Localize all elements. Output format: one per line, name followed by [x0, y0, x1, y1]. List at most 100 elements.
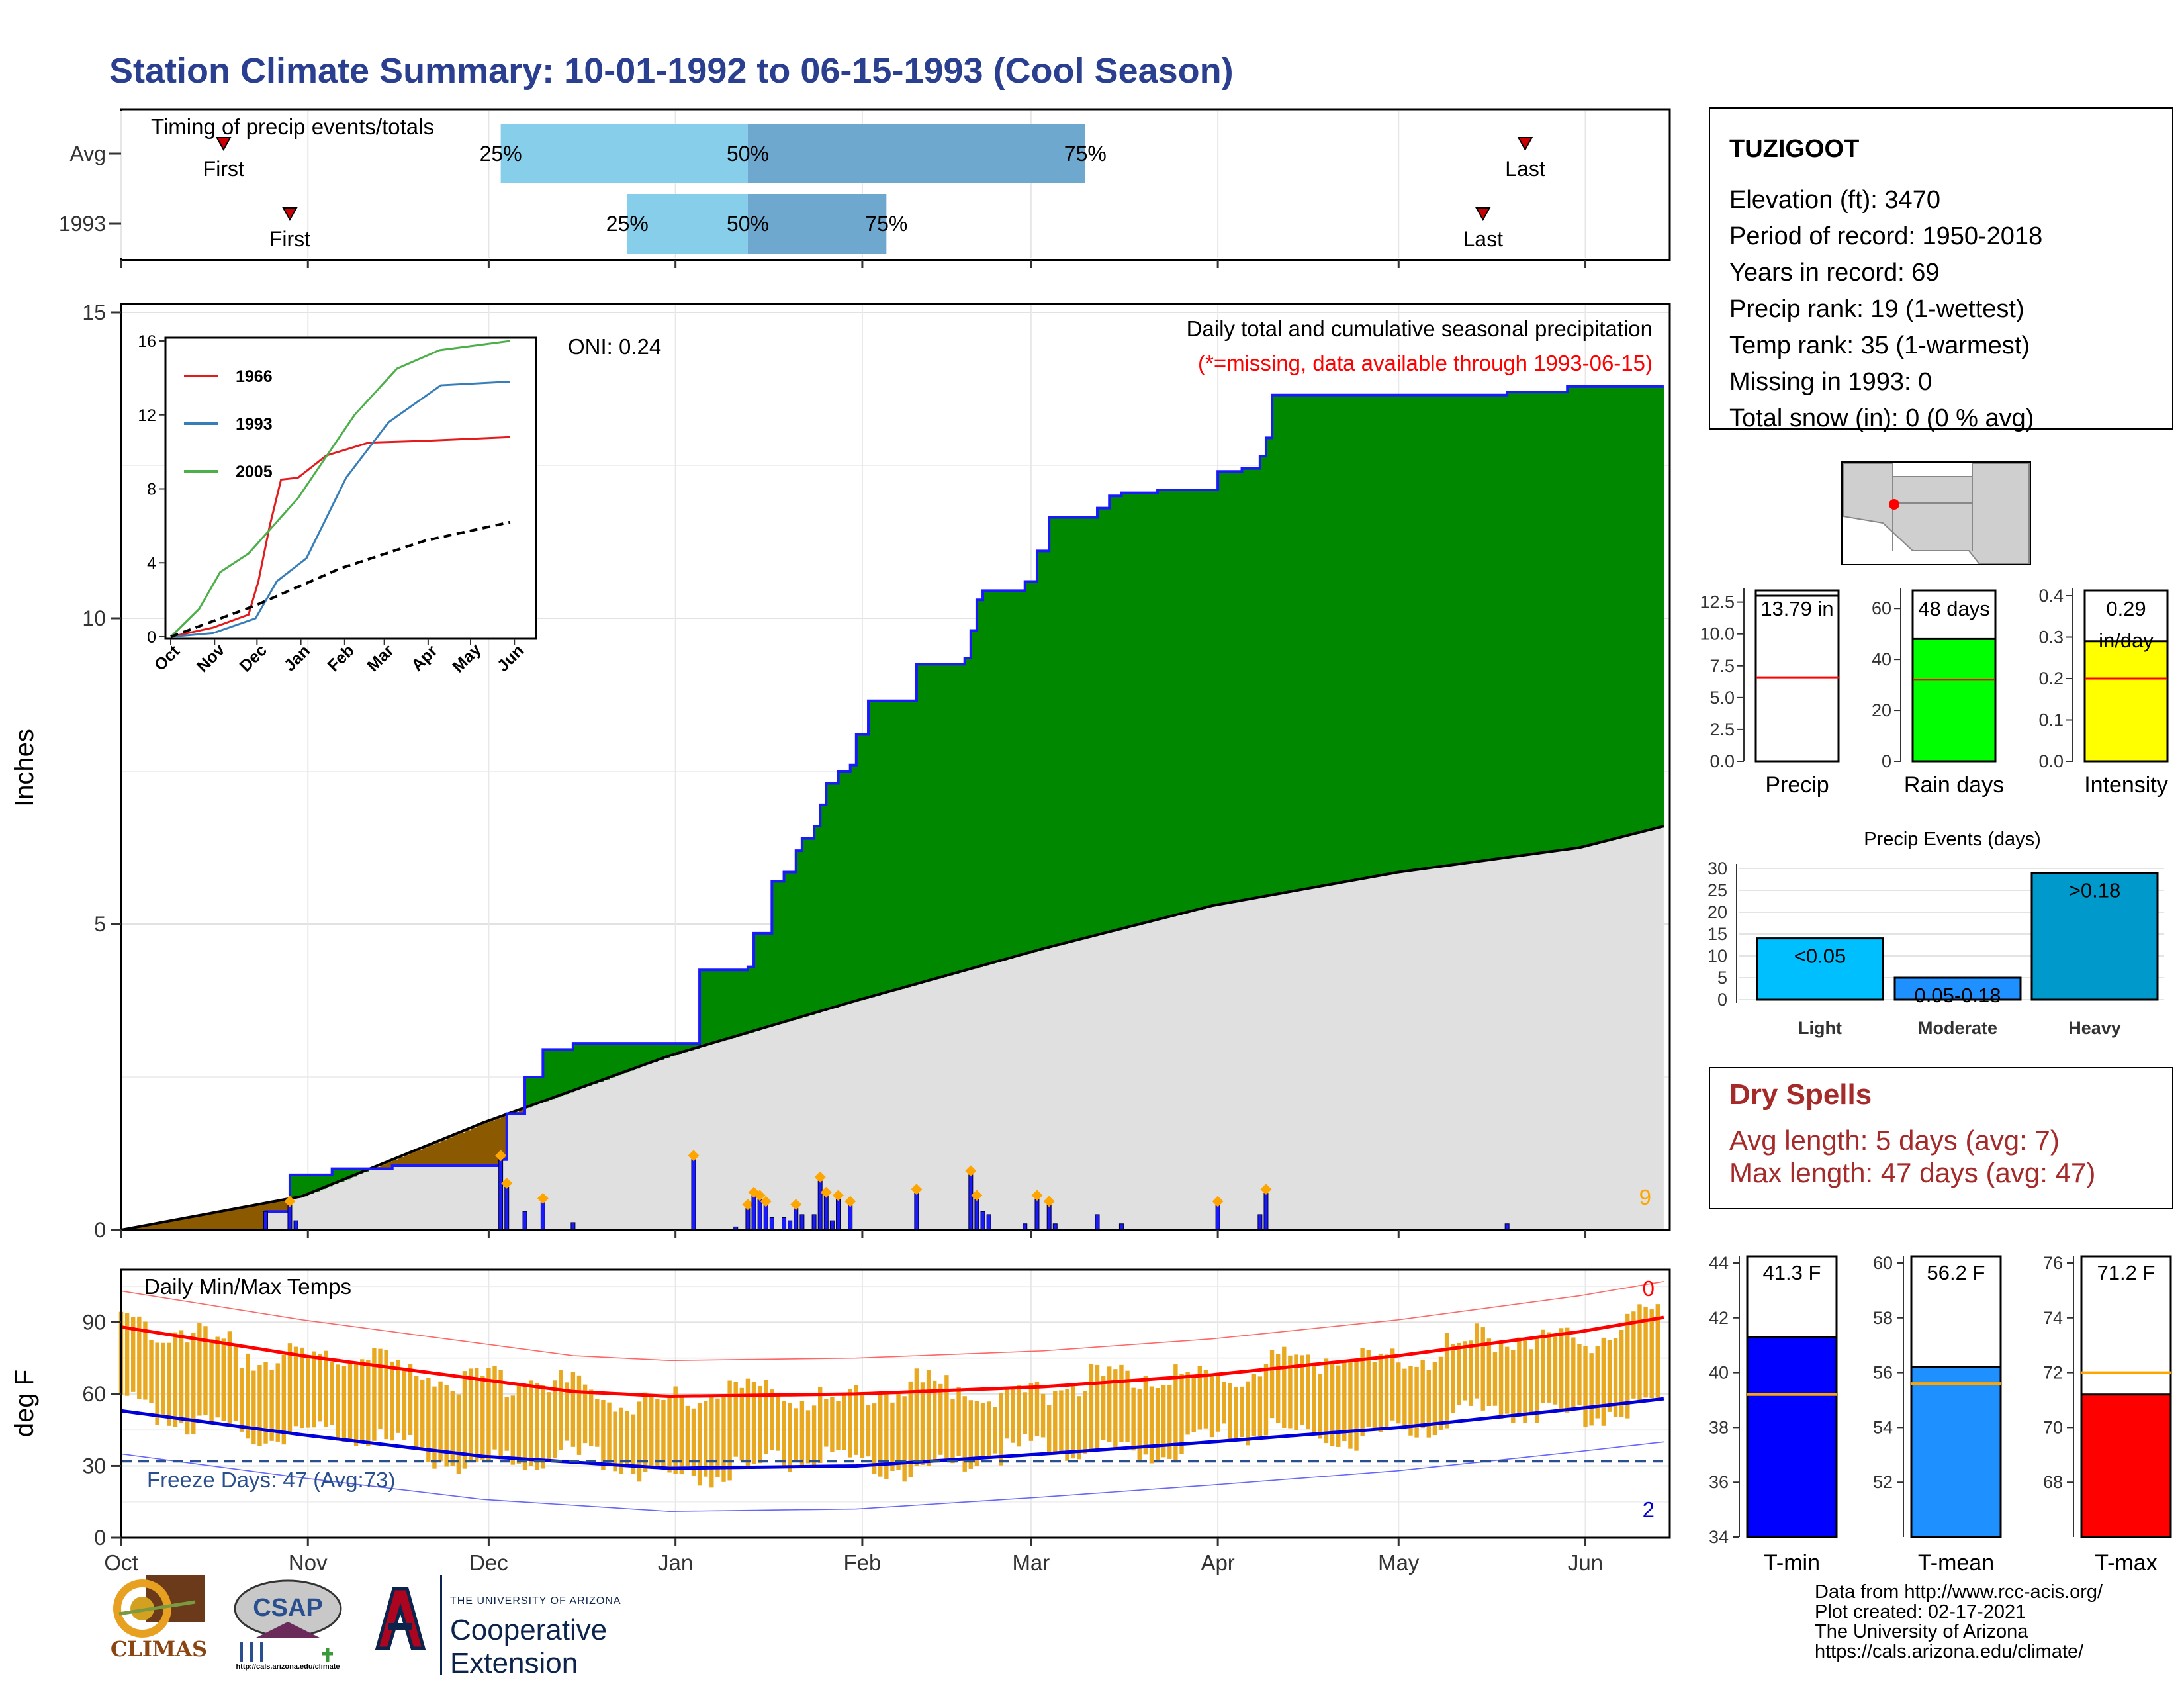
- daily-temp-bar: [727, 1380, 732, 1481]
- above-normal-area: [1465, 395, 1472, 863]
- daily-temp-bar: [1492, 1352, 1498, 1406]
- daily-temp-bar: [492, 1366, 497, 1450]
- daily-temp-bar: [830, 1397, 835, 1452]
- daily-temp-bar: [643, 1392, 648, 1472]
- daily-temp-bar: [1197, 1366, 1203, 1430]
- above-normal-area: [1525, 392, 1532, 855]
- precip-ytick-label: 0: [94, 1218, 106, 1242]
- above-normal-area: [1127, 492, 1134, 927]
- daily-precip-bar: [794, 1208, 799, 1231]
- summary-ytick-label: 0.3: [2038, 628, 2064, 647]
- below-normal-area: [471, 1127, 477, 1166]
- heavy-event-marker: [495, 1150, 507, 1162]
- above-normal-area: [1573, 386, 1580, 849]
- above-normal-area: [1350, 395, 1357, 881]
- below-normal-area: [181, 1219, 188, 1230]
- daily-temp-bar: [1360, 1348, 1365, 1436]
- above-normal-area: [356, 1168, 363, 1174]
- below-normal-area: [242, 1207, 248, 1230]
- daily-temp-bar: [1167, 1385, 1172, 1459]
- above-normal-area: [549, 1049, 556, 1100]
- below-normal-area: [392, 1159, 399, 1166]
- daily-temp-bar: [715, 1398, 720, 1477]
- above-normal-area: [1115, 496, 1122, 931]
- daily-temp-bar: [1077, 1396, 1081, 1460]
- daily-temp-bar: [1222, 1382, 1226, 1424]
- daily-temp-bar: [149, 1339, 154, 1403]
- timing-p25-label: 25%: [480, 142, 522, 165]
- above-normal-area: [790, 872, 797, 1021]
- record-min-line: [120, 1441, 1664, 1513]
- precip-frame: [120, 303, 1671, 1231]
- daily-temp-bar: [1318, 1373, 1323, 1439]
- below-normal-area: [187, 1217, 194, 1230]
- daily-temp-bar: [330, 1362, 334, 1425]
- above-normal-area: [1242, 468, 1249, 901]
- daily-temp-bar: [1028, 1383, 1034, 1441]
- summary-ytick-label: 40: [1872, 649, 1891, 669]
- daily-precip-bar: [788, 1220, 793, 1231]
- above-normal-area: [555, 1049, 562, 1097]
- climas-logo: CLIMAS: [106, 1575, 212, 1675]
- above-normal-area: [1193, 489, 1201, 911]
- daily-temp-bar: [221, 1338, 226, 1421]
- daily-temp-bar: [1101, 1376, 1106, 1440]
- timing-last-label: Last: [1463, 227, 1504, 251]
- below-normal-area: [163, 1222, 170, 1230]
- above-normal-area: [700, 970, 706, 1047]
- inset-legend-label: 1993: [236, 415, 273, 434]
- daily-temp-bar: [691, 1408, 696, 1476]
- above-normal-area: [826, 783, 833, 1009]
- above-normal-area: [838, 771, 845, 1006]
- timing-p75-label: 75%: [1064, 142, 1107, 165]
- above-normal-area: [302, 1174, 308, 1197]
- daily-precip-bar: [782, 1217, 787, 1231]
- daily-temp-bar: [414, 1376, 419, 1449]
- above-normal-area: [922, 664, 929, 982]
- daily-temp-bar: [733, 1382, 738, 1457]
- above-normal-area: [1121, 492, 1128, 929]
- above-normal-area: [603, 1043, 610, 1080]
- timing-bar-lower: [500, 124, 748, 183]
- above-normal-area: [1356, 395, 1363, 880]
- above-normal-area: [801, 838, 809, 1017]
- map-borders: [1892, 477, 1973, 551]
- above-normal-area: [976, 600, 983, 967]
- temp-bar-value: 56.2 F: [1927, 1261, 1985, 1284]
- above-normal-area: [572, 1043, 580, 1091]
- daily-temp-bar: [932, 1380, 937, 1462]
- below-normal-area: [464, 1130, 471, 1166]
- temp-bar-ytick-label: 52: [1873, 1472, 1893, 1492]
- below-normal-area: [139, 1226, 146, 1230]
- event-bar-value: >0.18: [2069, 879, 2120, 902]
- daily-precip-bar: [757, 1199, 762, 1231]
- daily-temp-bar: [570, 1372, 576, 1447]
- above-normal-area: [1320, 395, 1327, 886]
- daily-temp-bar: [438, 1381, 443, 1462]
- below-normal-area: [404, 1154, 411, 1166]
- daily-precip-bar: [498, 1159, 504, 1231]
- daily-temp-bar: [908, 1381, 913, 1477]
- daily-temp-bar: [167, 1342, 172, 1426]
- daily-temp-bar: [468, 1368, 473, 1462]
- above-normal-area: [1380, 395, 1387, 876]
- daily-temp-bar: [1312, 1364, 1317, 1434]
- events-ytick-label: 25: [1707, 880, 1727, 900]
- below-normal-area: [446, 1137, 453, 1166]
- daily-temp-bar: [776, 1394, 780, 1451]
- daily-temp-bar: [1498, 1342, 1504, 1419]
- above-normal-area: [1302, 395, 1309, 890]
- above-normal-area: [1561, 392, 1568, 851]
- above-normal-area: [946, 664, 954, 976]
- timing-p75-label: 75%: [865, 212, 907, 236]
- above-normal-area: [1284, 395, 1291, 893]
- timing-first-label: First: [269, 227, 310, 251]
- heavy-event-marker: [844, 1196, 856, 1207]
- above-normal-area: [862, 734, 869, 999]
- daily-temp-bar: [486, 1368, 491, 1460]
- daily-temp-bar: [788, 1403, 792, 1472]
- timing-p25-label: 25%: [606, 212, 649, 236]
- daily-temp-bar: [372, 1348, 377, 1441]
- daily-temp-bar: [842, 1394, 846, 1450]
